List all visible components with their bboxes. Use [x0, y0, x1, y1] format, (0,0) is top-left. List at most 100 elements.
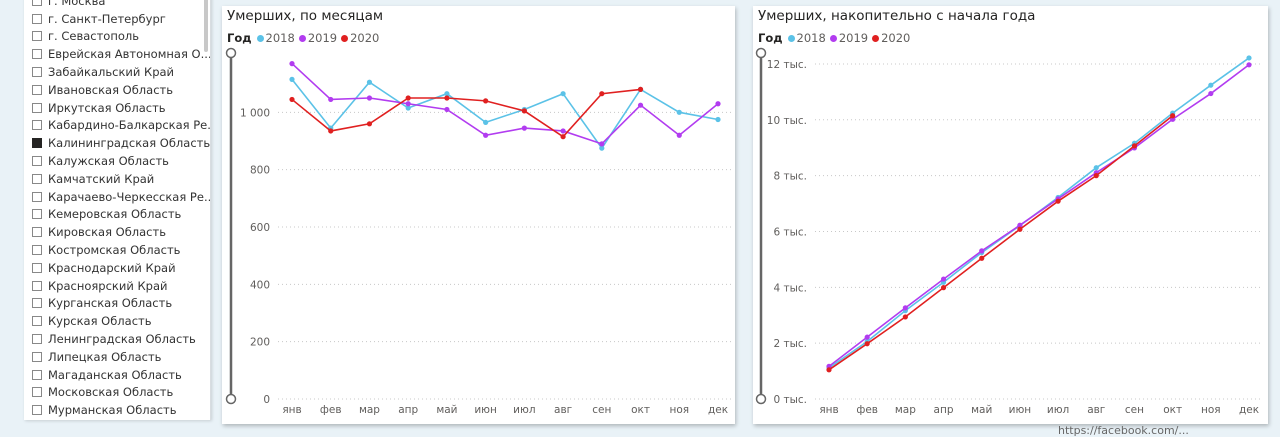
- slicer-item[interactable]: Костромская Область: [32, 241, 210, 259]
- checkbox[interactable]: [32, 156, 42, 167]
- checkbox[interactable]: [32, 102, 42, 113]
- slicer-item[interactable]: Забайкальский Край: [32, 63, 210, 81]
- axis-slider-handle-top: [225, 47, 237, 59]
- slicer-item-label: Карачаево-Черкесская Ре...: [48, 189, 211, 204]
- slicer-item[interactable]: Камчатский Край: [32, 170, 210, 188]
- data-point-2020: [1131, 143, 1138, 149]
- slicer-item[interactable]: Кировская Область: [32, 223, 210, 241]
- y-tick-label: 0: [263, 394, 270, 406]
- x-tick-label: апр: [398, 404, 418, 416]
- slicer-item[interactable]: г. Севастополь: [32, 28, 210, 46]
- slicer-item[interactable]: Калужская Область: [32, 152, 210, 170]
- slicer-item[interactable]: Краснодарский Край: [32, 259, 210, 277]
- checkbox[interactable]: [32, 334, 42, 345]
- slicer-item-label: г. Севастополь: [48, 29, 140, 44]
- checkbox[interactable]: [32, 280, 42, 291]
- region-list: г. Москва г. Санкт-Петербург г. Севастопол…: [32, 0, 211, 419]
- series-line-2020: [291, 88, 641, 138]
- legend-item-2019[interactable]: 2019: [829, 31, 868, 45]
- checkbox[interactable]: [32, 120, 42, 131]
- axis-slider-handle-bottom: [225, 393, 237, 405]
- data-point-2019: [444, 106, 450, 113]
- chart-panel-cumulative: Умерших, накопительно с начала года Год …: [753, 6, 1268, 424]
- checkbox[interactable]: [32, 173, 42, 184]
- slicer-item[interactable]: Магаданская Область: [32, 366, 210, 384]
- legend-item-2020[interactable]: 2020: [872, 31, 910, 45]
- data-point-2019: [483, 132, 489, 138]
- slicer-item[interactable]: Ивановская Область: [32, 81, 210, 99]
- slicer-item-label: Магаданская Область: [48, 367, 182, 382]
- x-tick-label: авг: [554, 404, 572, 416]
- data-point-2020: [864, 341, 870, 347]
- slicer-item[interactable]: г. Санкт-Петербург: [32, 10, 210, 28]
- legend-item-2018[interactable]: 2018: [787, 31, 826, 45]
- slicer-item[interactable]: Липецкая Область: [32, 348, 210, 366]
- data-point-2020: [289, 96, 295, 103]
- slicer-item[interactable]: г. Москва: [32, 0, 210, 10]
- chart-title: Умерших, по месяцам: [227, 8, 384, 24]
- slicer-item[interactable]: Иркутская Область: [32, 99, 210, 117]
- x-tick-label: окт: [1163, 404, 1182, 416]
- checkbox[interactable]: [32, 67, 42, 78]
- checkbox[interactable]: [32, 138, 42, 149]
- checkbox[interactable]: [32, 191, 42, 202]
- y-tick-label: 0 тыс.: [773, 394, 807, 406]
- legend-title: Год: [758, 31, 783, 45]
- checkbox[interactable]: [32, 316, 42, 327]
- checkbox[interactable]: [32, 405, 42, 416]
- legend-dot: [341, 34, 349, 42]
- checkbox[interactable]: [32, 0, 42, 6]
- checkbox[interactable]: [32, 298, 42, 309]
- slicer-item[interactable]: Мурманская Область: [32, 401, 210, 419]
- slicer-item[interactable]: Курская Область: [32, 312, 210, 330]
- y-tick-label: 200: [250, 337, 270, 349]
- slicer-item[interactable]: Красноярский Край: [32, 277, 210, 295]
- checkbox[interactable]: [32, 49, 42, 60]
- checkbox[interactable]: [32, 209, 42, 220]
- checkbox[interactable]: [32, 387, 42, 398]
- slicer-item[interactable]: Ленинградская Область: [32, 330, 210, 348]
- slicer-item[interactable]: Кабардино-Балкарская Ре...: [32, 117, 210, 135]
- slicer-item-label: Забайкальский Край: [48, 65, 175, 80]
- slicer-item-label: Еврейская Автономная О...: [48, 47, 211, 62]
- x-tick-label: дек: [1239, 404, 1259, 416]
- data-point-2018: [483, 119, 489, 125]
- slicer-item[interactable]: Московская Область: [32, 384, 210, 402]
- slicer-item[interactable]: Карачаево-Черкесская Ре...: [32, 188, 211, 206]
- data-point-2019: [289, 61, 295, 67]
- checkbox[interactable]: [32, 245, 42, 256]
- slicer-item[interactable]: Курганская Область: [32, 295, 210, 313]
- x-tick-label: июл: [1047, 404, 1069, 416]
- chart-legend: Год 2018 2019 2020: [227, 31, 383, 45]
- legend-item-2020[interactable]: 2020: [341, 31, 379, 45]
- x-tick-label: фев: [856, 404, 878, 416]
- data-point-2020: [1017, 226, 1023, 232]
- checkbox[interactable]: [32, 262, 42, 273]
- footer-url[interactable]: https://facebook.com/...: [1058, 424, 1189, 437]
- slicer-item[interactable]: Кемеровская Область: [32, 206, 210, 224]
- data-point-2019: [864, 334, 870, 340]
- checkbox[interactable]: [32, 13, 42, 24]
- checkbox[interactable]: [32, 227, 42, 238]
- checkbox[interactable]: [32, 351, 42, 362]
- slicer-scrollbar[interactable]: [204, 0, 208, 52]
- slicer-item[interactable]: Еврейская Автономная О...: [32, 45, 211, 63]
- data-point-2019: [521, 125, 527, 131]
- data-point-2018: [366, 79, 373, 85]
- data-point-2020: [599, 91, 605, 97]
- slicer-item-label: г. Санкт-Петербург: [48, 11, 166, 26]
- data-point-2020: [521, 108, 527, 114]
- slicer-item-label: Красноярский Край: [48, 278, 168, 293]
- data-point-2019: [366, 95, 373, 101]
- slicer-item[interactable]: Калининградская Область: [32, 134, 210, 152]
- data-point-2018: [1093, 165, 1099, 171]
- y-tick-label: 4 тыс.: [773, 282, 807, 294]
- slicer-item-label: Липецкая Область: [48, 349, 162, 364]
- region-slicer[interactable]: г. Москва г. Санкт-Петербург г. Севастопол…: [24, 0, 211, 420]
- checkbox[interactable]: [32, 31, 42, 42]
- data-point-2020: [328, 128, 334, 134]
- checkbox[interactable]: [32, 369, 42, 380]
- checkbox[interactable]: [32, 84, 42, 95]
- legend-item-2018[interactable]: 2018: [256, 31, 295, 45]
- legend-item-2019[interactable]: 2019: [298, 31, 337, 45]
